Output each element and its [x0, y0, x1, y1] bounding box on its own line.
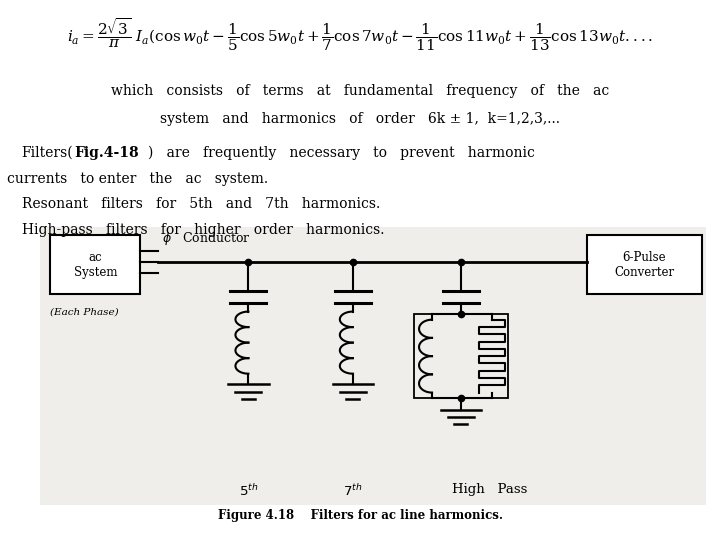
Text: which   consists   of   terms   at   fundamental   frequency   of   the   ac: which consists of terms at fundamental f…	[111, 84, 609, 98]
Text: Filters(: Filters(	[22, 146, 73, 160]
Bar	[587, 235, 702, 294]
Text: )   are   frequently   necessary   to   prevent   harmonic: ) are frequently necessary to prevent ha…	[148, 146, 534, 160]
Text: Resonant   filters   for   5th   and   7th   harmonics.: Resonant filters for 5th and 7th harmoni…	[22, 197, 380, 211]
Text: $7^{th}$: $7^{th}$	[343, 483, 362, 499]
Text: Figure 4.18    Filters for ac line harmonics.: Figure 4.18 Filters for ac line harmonic…	[217, 509, 503, 522]
Text: system   and   harmonics   of   order   6k ± 1,  k=1,2,3,...: system and harmonics of order 6k ± 1, k=…	[160, 112, 560, 126]
Bar	[50, 235, 140, 294]
Bar	[40, 227, 706, 505]
Text: $i_a = \dfrac{2\sqrt{3}}{\pi}\ I_a(\cos w_0 t - \dfrac{1}{5}\cos 5w_0 t + \dfrac: $i_a = \dfrac{2\sqrt{3}}{\pi}\ I_a(\cos …	[67, 16, 653, 53]
Text: (Each Phase): (Each Phase)	[50, 308, 119, 317]
Text: 6-Pulse
Converter: 6-Pulse Converter	[614, 251, 675, 279]
Text: currents   to enter   the   ac   system.: currents to enter the ac system.	[7, 172, 269, 186]
Bar	[414, 314, 508, 398]
Text: High-pass   filters   for   higher   order   harmonics.: High-pass filters for higher order harmo…	[22, 223, 384, 237]
Text: Fig.4-18: Fig.4-18	[74, 146, 139, 160]
Text: $\phi$   Conductor: $\phi$ Conductor	[162, 230, 251, 247]
Text: $5^{th}$: $5^{th}$	[239, 483, 258, 499]
Text: ac
System: ac System	[73, 251, 117, 279]
Text: High   Pass: High Pass	[452, 483, 528, 496]
